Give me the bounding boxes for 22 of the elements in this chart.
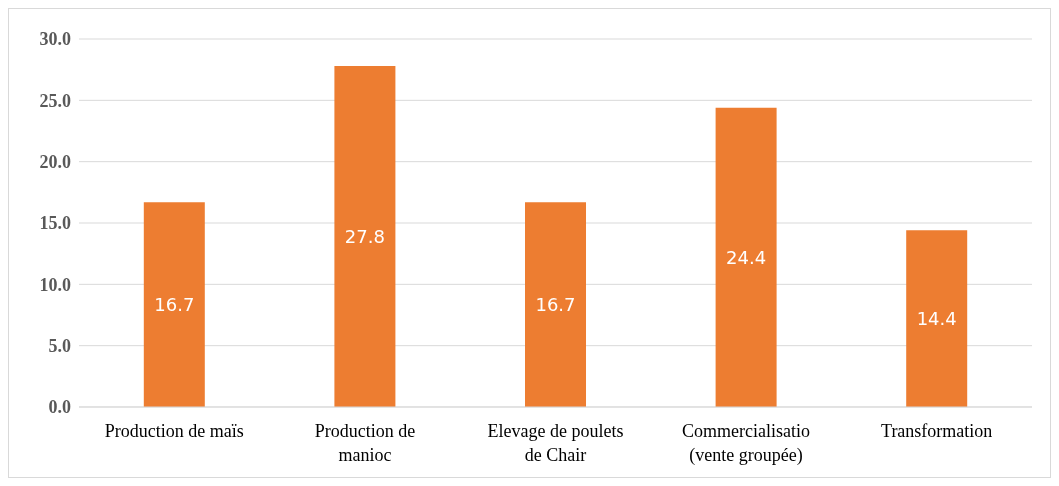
x-tick-label: Commercialisatio (vente groupée) [682,421,811,466]
bar [334,65,396,407]
data-label: 14.4 [916,308,957,330]
data-label: 27.8 [344,225,385,247]
y-tick-label: 0.0 [48,397,71,418]
y-tick-label: 25.0 [39,90,71,111]
y-tick-label: 10.0 [39,274,71,295]
data-label: 24.4 [726,246,767,268]
y-tick-label: 20.0 [39,152,71,173]
bar [525,202,586,407]
bar [906,230,968,407]
data-label: 16.7 [154,293,195,315]
y-tick-label: 30.0 [39,29,71,50]
x-tick-label: Production de maïs [104,421,244,441]
bar [143,202,205,407]
y-tick-label: 5.0 [48,336,71,357]
bar [715,107,777,407]
x-tick-label: Production de manioc [314,421,416,465]
data-label: 16.7 [535,293,576,315]
x-tick-label: Transformation [881,421,993,441]
x-tick-label: Elevage de poulets de Chair [487,421,624,465]
y-tick-label: 15.0 [39,213,71,234]
